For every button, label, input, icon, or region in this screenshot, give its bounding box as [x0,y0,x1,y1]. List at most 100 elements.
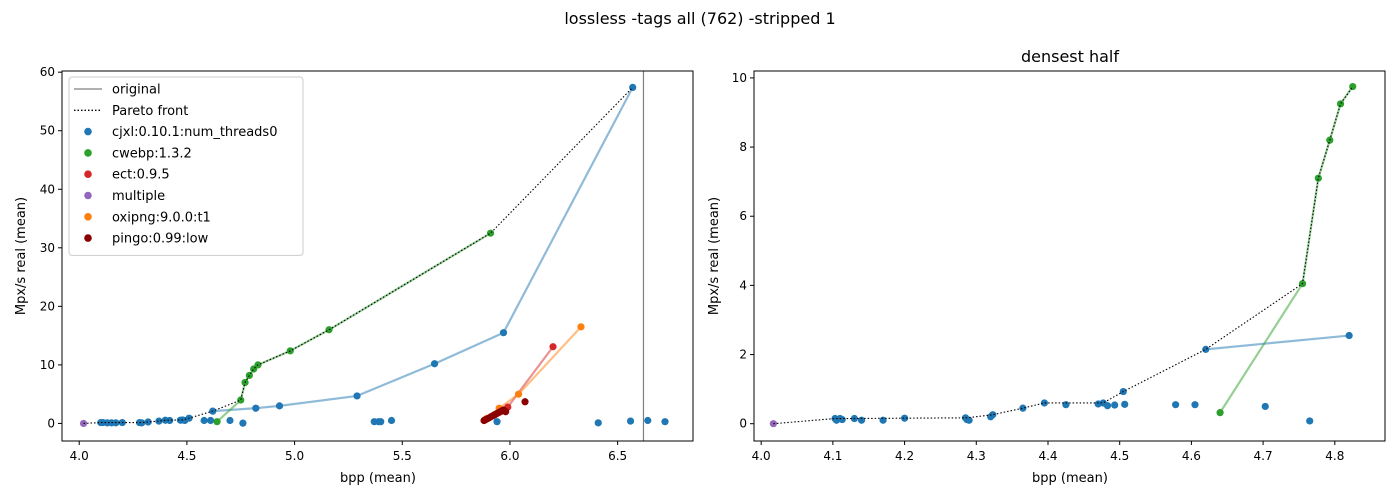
cjxl-point [493,418,501,426]
x-tick-label: 4.5 [177,449,196,463]
pingo-point [521,398,529,406]
cjxl-point [1172,401,1180,409]
y-tick-label: 4 [739,278,747,292]
legend-label: original [112,83,161,98]
cjxl-point [1261,402,1269,411]
cwebp-series-line [1219,85,1354,414]
left-x-axis-label: bpp (mean) [340,471,416,486]
legend-cwebp-swatch [84,149,92,157]
y-tick-label: 8 [739,140,747,154]
right-x-axis-label: bpp (mean) [1032,471,1108,486]
legend-ect-swatch [84,170,92,178]
x-tick-label: 4.5 [1110,449,1129,463]
legend-box [68,76,304,256]
left-y-axis-label: Mpx/s real (mean) [14,197,29,315]
figure-title: lossless -tags all (762) -stripped 1 [564,9,835,28]
y-tick-label: 40 [40,182,55,196]
y-tick-label: 30 [40,241,55,255]
cjxl-point [1040,399,1049,407]
legend-cjxl-swatch [84,127,92,136]
cjxl-point [1111,401,1119,409]
cjxl-point [499,329,508,337]
x-tick-label: 4.2 [895,449,914,463]
x-tick-label: 6.5 [608,449,627,463]
legend-label: cwebp:1.3.2 [112,146,192,161]
legend-label: Pareto front [112,104,188,119]
cjxl-point [206,416,215,425]
cjxl-point [1019,404,1027,412]
legend-label: ect:0.9.5 [112,168,170,183]
cjxl-point [594,419,602,427]
y-tick-label: 10 [732,71,747,85]
cwebp-point [1349,82,1357,91]
cwebp-point [245,371,253,380]
legend-multiple-swatch [84,191,92,200]
cjxl-point [1121,400,1129,408]
cjxl-point [353,392,361,400]
x-tick-label: 4.0 [70,449,89,463]
ect-point [549,343,557,351]
cjxl-point [1062,401,1070,409]
y-tick-label: 60 [40,65,55,79]
cjxl-point [1306,417,1314,425]
x-tick-label: 4.8 [1325,449,1344,463]
y-tick-label: 0 [47,416,55,430]
right-y-axis-label: Mpx/s real (mean) [707,197,722,315]
x-tick-label: 4.6 [1182,449,1201,463]
y-tick-label: 2 [739,348,747,362]
cwebp-series-line [216,232,492,423]
cjxl-point [965,416,973,424]
cjxl-point [226,416,234,425]
cjxl-point [838,415,846,424]
cjxl-point [1345,331,1353,340]
cjxl-point [644,416,652,425]
legend-pingo-swatch [84,234,92,242]
cjxl-point [626,417,635,425]
cjxl-point [661,418,669,426]
cjxl-point [430,360,439,368]
legend-label: multiple [112,189,165,204]
pareto-front-line [83,87,634,424]
x-tick-label: 4.0 [752,449,771,463]
cwebp-point [1314,174,1322,182]
cjxl-point [377,418,385,426]
cwebp-point [213,418,221,426]
cjxl-series-line [1205,334,1350,351]
x-tick-label: 5.5 [393,449,412,463]
x-tick-label: 5.0 [285,449,304,463]
cjxl-point [1103,402,1112,410]
y-tick-label: 20 [40,299,55,313]
cjxl-point [200,416,208,425]
legend-label: oxipng:9.0.0:t1 [112,210,211,225]
pareto-front-line [773,86,1354,425]
y-tick-label: 6 [739,209,747,223]
ect-series-line [483,346,554,422]
x-tick-label: 4.4 [1038,449,1057,463]
cjxl-point [629,83,637,91]
legend-oxipng-swatch [84,213,92,221]
cjxl-point [155,417,163,425]
pingo-point [502,408,510,416]
cjxl-point [239,419,247,427]
right-chart: densest half 4.0 4.1 4.2 4.3 4.4 4.5 4.6 4.7 4.8… [707,47,1386,486]
left-plot-frame [61,70,694,442]
oxipng-point [577,323,585,331]
cwebp-point [1216,409,1224,417]
cjxl-point [275,402,284,410]
legend-label: cjxl:0.10.1:num_threads0 [112,125,277,140]
y-tick-label: 0 [739,417,747,431]
cwebp-point [1336,100,1345,108]
x-tick-label: 4.1 [823,449,842,463]
left-chart: 4.0 4.5 5.0 5.5 6.0 6.5 0 10 20 30 40 50 60 bpp (mea… [14,65,694,486]
y-tick-label: 50 [40,124,55,138]
cjxl-point [857,416,866,424]
cjxl-point [387,416,396,425]
x-tick-label: 4.3 [967,449,986,463]
cjxl-point [166,416,174,425]
cwebp-point [237,396,245,404]
cjxl-point [252,404,260,412]
left-axis-ticks: 4.0 4.5 5.0 5.5 6.0 6.5 0 10 20 30 40 50 60 [40,65,627,463]
legend-label: pingo:0.99:low [112,232,209,247]
cjxl-point [1191,401,1199,409]
